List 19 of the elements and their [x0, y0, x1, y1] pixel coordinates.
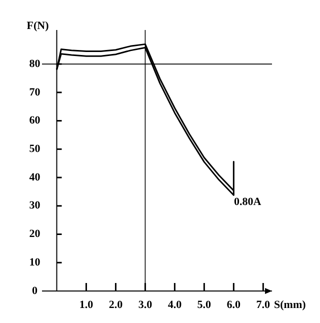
x-tick-label: 5.0: [197, 298, 212, 311]
x-tick-label: 1.0: [79, 298, 94, 311]
y-tick-label: 80: [29, 58, 41, 70]
y-tick-label: 30: [29, 200, 41, 212]
x-tick-label: 6.0: [226, 298, 242, 311]
y-tick-label: 60: [29, 114, 41, 127]
y-tick-label: 10: [29, 256, 41, 268]
y-tick-label: 70: [29, 86, 41, 98]
x-tick-label: 3.0: [138, 298, 153, 311]
x-tick-label: 7.0: [256, 298, 271, 311]
x-tick-label: 2.0: [108, 298, 124, 311]
x-tick-label: 4.0: [168, 298, 182, 311]
annotation: 0.80A: [234, 196, 262, 208]
y-tick-label: 0: [32, 284, 38, 297]
y-tick-label: 40: [29, 171, 41, 184]
y-axis-title: F(N): [26, 20, 50, 32]
x-axis-title: S(mm): [274, 298, 306, 311]
y-tick-label: 20: [29, 228, 41, 240]
y-tick-label: 50: [29, 142, 41, 155]
